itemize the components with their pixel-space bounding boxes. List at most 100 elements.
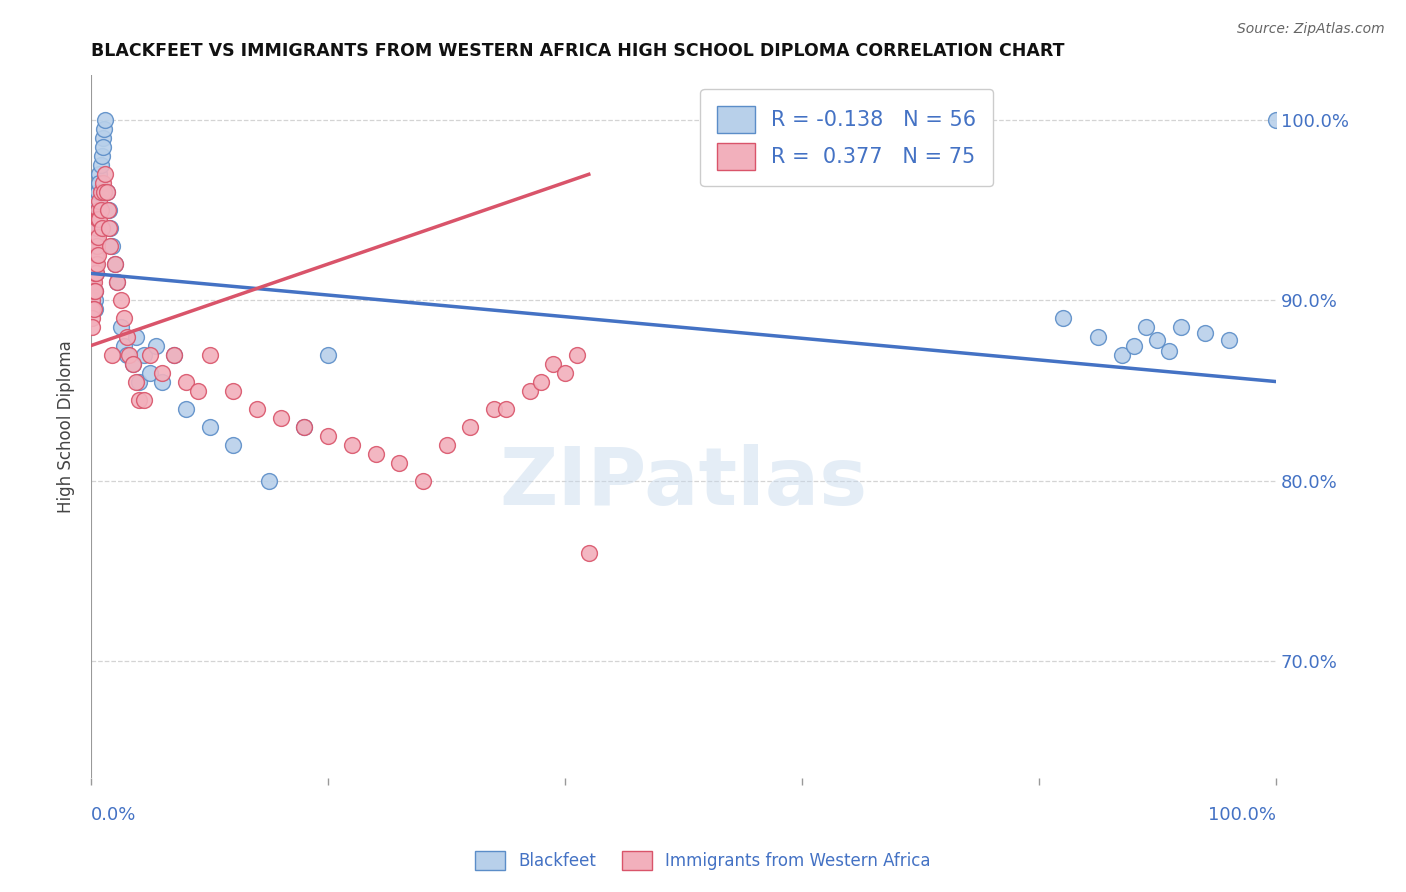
- Point: [246, 401, 269, 416]
- Point: [83, 267, 105, 281]
- Point: [89, 177, 111, 191]
- Point: [388, 456, 411, 470]
- Point: [90, 203, 112, 218]
- Point: [270, 410, 292, 425]
- Point: [87, 212, 110, 227]
- Point: [104, 257, 127, 271]
- Point: [121, 357, 143, 371]
- Point: [105, 276, 128, 290]
- Point: [86, 221, 108, 235]
- Point: [118, 347, 141, 361]
- Point: [86, 257, 108, 271]
- Point: [86, 212, 108, 227]
- Point: [198, 347, 221, 361]
- Point: [150, 375, 173, 389]
- Point: [97, 203, 120, 218]
- Point: [1087, 329, 1109, 343]
- Point: [139, 347, 162, 361]
- Point: [105, 276, 128, 290]
- Point: [1218, 333, 1240, 347]
- Point: [82, 320, 104, 334]
- Point: [294, 419, 316, 434]
- Point: [104, 257, 127, 271]
- Point: [83, 285, 105, 299]
- Point: [121, 357, 143, 371]
- Point: [139, 366, 162, 380]
- Point: [316, 347, 339, 361]
- Point: [125, 375, 148, 389]
- Text: Source: ZipAtlas.com: Source: ZipAtlas.com: [1237, 22, 1385, 37]
- Point: [541, 357, 564, 371]
- Point: [578, 546, 600, 560]
- Point: [125, 329, 148, 343]
- Point: [97, 221, 120, 235]
- Point: [115, 347, 138, 361]
- Point: [110, 320, 132, 334]
- Point: [98, 221, 121, 235]
- Point: [519, 384, 541, 398]
- Point: [84, 267, 107, 281]
- Text: 0.0%: 0.0%: [91, 806, 136, 824]
- Point: [97, 203, 120, 218]
- Point: [86, 239, 108, 253]
- Point: [87, 230, 110, 244]
- Point: [458, 419, 481, 434]
- Point: [128, 392, 150, 407]
- Point: [1159, 343, 1181, 358]
- Point: [87, 248, 110, 262]
- Point: [84, 267, 107, 281]
- Point: [436, 437, 458, 451]
- Point: [222, 437, 245, 451]
- Point: [83, 293, 105, 308]
- Point: [83, 239, 105, 253]
- Point: [83, 285, 105, 299]
- Point: [89, 194, 111, 209]
- Point: [83, 257, 105, 271]
- Point: [198, 419, 221, 434]
- Point: [412, 474, 434, 488]
- Point: [90, 186, 112, 200]
- Point: [83, 212, 105, 227]
- Point: [83, 276, 105, 290]
- Point: [163, 347, 186, 361]
- Point: [82, 276, 104, 290]
- Point: [257, 474, 280, 488]
- Point: [1052, 311, 1074, 326]
- Point: [86, 221, 108, 235]
- Point: [90, 158, 112, 172]
- Point: [174, 375, 197, 389]
- Point: [1265, 113, 1288, 128]
- Point: [83, 257, 105, 271]
- Point: [93, 186, 115, 200]
- Point: [82, 302, 104, 317]
- Text: 100.0%: 100.0%: [1208, 806, 1277, 824]
- Point: [83, 248, 105, 262]
- Point: [1146, 333, 1168, 347]
- Point: [84, 230, 107, 244]
- Point: [1135, 320, 1157, 334]
- Point: [110, 293, 132, 308]
- Point: [80, 285, 103, 299]
- Point: [134, 392, 156, 407]
- Point: [83, 285, 105, 299]
- Point: [91, 131, 114, 145]
- Point: [87, 203, 110, 218]
- Point: [94, 113, 117, 128]
- Point: [1194, 326, 1216, 340]
- Point: [482, 401, 505, 416]
- Point: [84, 257, 107, 271]
- Point: [1122, 338, 1144, 352]
- Point: [340, 437, 363, 451]
- Point: [530, 375, 553, 389]
- Point: [98, 239, 121, 253]
- Point: [82, 293, 104, 308]
- Point: [187, 384, 209, 398]
- Point: [83, 302, 105, 317]
- Point: [150, 366, 173, 380]
- Point: [96, 186, 118, 200]
- Point: [86, 194, 108, 209]
- Point: [174, 401, 197, 416]
- Point: [87, 186, 110, 200]
- Point: [495, 401, 517, 416]
- Point: [294, 419, 316, 434]
